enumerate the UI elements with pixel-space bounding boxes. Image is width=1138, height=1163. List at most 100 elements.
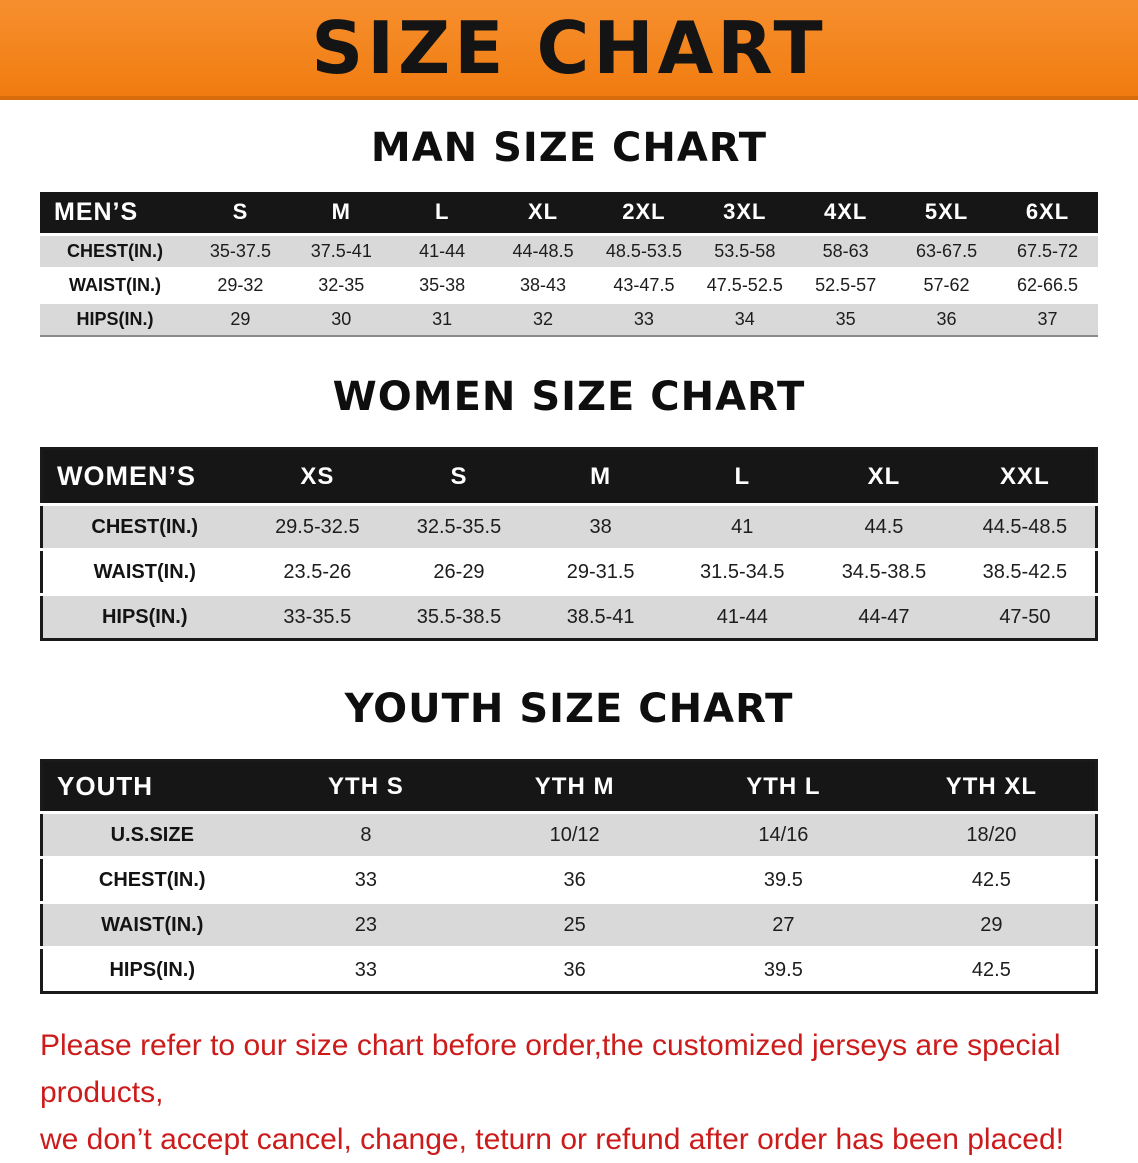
- value-cell: 39.5: [763, 958, 803, 981]
- value-cell: 41-44: [716, 605, 768, 628]
- size-chart-content: MAN SIZE CHART MEN’S S M L XL 2XL 3XL 4XL 5XL 6XL…: [0, 124, 1138, 1163]
- size-header-cell: M: [331, 199, 351, 225]
- row-label: CHEST(IN.): [98, 868, 206, 891]
- value-cell: 23.5-26: [283, 560, 352, 583]
- value-cell: 33-35.5: [283, 605, 352, 628]
- value-cell: 63-67.5: [916, 240, 978, 261]
- women-size-table: WOMEN’S XS S M L XL XXL CHEST(IN.) 29.5-32.5 32.…: [40, 447, 1098, 641]
- value-cell: 44-48.5: [512, 240, 574, 261]
- value-cell: 29: [980, 913, 1003, 936]
- value-cell: 36: [563, 868, 586, 891]
- value-cell: 29.5-32.5: [275, 515, 360, 538]
- value-cell: 32.5-35.5: [416, 515, 502, 538]
- women-size-chart-heading: WOMEN SIZE CHART: [332, 374, 806, 420]
- value-cell: 29-32: [217, 274, 264, 295]
- value-cell: 37: [1037, 308, 1058, 329]
- value-cell: 39.5: [763, 868, 803, 891]
- measurement-row: CHEST(IN.) 35-37.5 37.5-41 41-44 44-48.5 48.5…: [40, 234, 1098, 268]
- size-chart-banner: SIZE CHART: [0, 0, 1138, 100]
- value-cell: 67.5-72: [1016, 240, 1079, 261]
- value-cell: 41-44: [419, 240, 466, 261]
- value-cell: 29: [230, 308, 251, 329]
- value-cell: 36: [563, 958, 586, 981]
- value-cell: 35: [835, 308, 856, 329]
- value-cell: 58-63: [822, 240, 869, 261]
- measurement-row: U.S.SIZE 8 10/12 14/16 18/20: [41, 812, 1097, 858]
- value-cell: 36: [936, 308, 957, 329]
- size-header-cell: M: [590, 462, 612, 490]
- value-cell: 18/20: [966, 823, 1017, 846]
- value-cell: 35.5-38.5: [416, 605, 502, 628]
- row-label: WAIST(IN.): [69, 274, 161, 295]
- size-header-cell: 6XL: [1025, 199, 1070, 225]
- value-cell: 30: [331, 308, 352, 329]
- value-cell: 26-29: [433, 560, 485, 583]
- value-cell: 57-62: [923, 274, 970, 295]
- men-table-body: CHEST(IN.) 35-37.5 37.5-41 41-44 44-48.5 48.5…: [40, 234, 1098, 336]
- disclaimer-line-1: Please refer to our size chart before or…: [40, 1029, 1061, 1109]
- value-cell: 52.5-57: [815, 274, 877, 295]
- value-cell: 32-35: [318, 274, 365, 295]
- size-header-cell: YTH L: [746, 772, 821, 800]
- value-cell: 33: [354, 868, 377, 891]
- value-cell: 38.5-42.5: [982, 560, 1068, 583]
- row-label: HIPS(IN.): [76, 308, 154, 329]
- measurement-row: HIPS(IN.) 33-35.5 35.5-38.5 38.5-41 41-44 44-…: [41, 594, 1097, 640]
- value-cell: 38: [589, 515, 612, 538]
- size-header-cell: 4XL: [824, 199, 868, 225]
- value-cell: 44.5-48.5: [982, 515, 1068, 538]
- size-header-cell: XL: [528, 199, 559, 225]
- size-header-cell: XL: [867, 462, 901, 490]
- row-label: WAIST(IN.): [101, 913, 204, 936]
- measurement-row: WAIST(IN.) 29-32 32-35 35-38 38-43 43-47.5 47.…: [40, 268, 1098, 302]
- value-cell: 23: [354, 913, 377, 936]
- women-header-row: WOMEN’S XS S M L XL XXL: [41, 448, 1097, 505]
- table-title-cell: MEN’S: [54, 197, 139, 226]
- value-cell: 47.5-52.5: [706, 274, 783, 295]
- value-cell: 31.5-34.5: [700, 560, 785, 583]
- size-header-cell: XS: [300, 462, 335, 490]
- value-cell: 38.5-41: [566, 605, 635, 628]
- value-cell: 42.5: [971, 958, 1011, 981]
- measurement-row: CHEST(IN.) 29.5-32.5 32.5-35.5 38 41 44.5 44.5…: [41, 504, 1097, 550]
- size-header-cell: L: [434, 199, 450, 225]
- size-header-cell: XXL: [1000, 462, 1050, 490]
- measurement-row: HIPS(IN.) 33 36 39.5 42.5: [41, 947, 1097, 993]
- value-cell: 25: [563, 913, 586, 936]
- row-label: HIPS(IN.): [101, 605, 188, 628]
- men-header-row: MEN’S S M L XL 2XL 3XL 4XL 5XL 6XL: [40, 192, 1098, 234]
- value-cell: 27: [772, 913, 795, 936]
- size-chart-title: SIZE CHART: [311, 6, 827, 90]
- man-size-chart-heading: MAN SIZE CHART: [370, 125, 768, 171]
- value-cell: 10/12: [549, 823, 600, 846]
- value-cell: 42.5: [971, 868, 1011, 891]
- value-cell: 44-47: [858, 605, 910, 628]
- size-header-cell: 5XL: [924, 199, 969, 225]
- measurement-row: WAIST(IN.) 23.5-26 26-29 29-31.5 31.5-34.5 34…: [41, 549, 1097, 595]
- men-size-table: MEN’S S M L XL 2XL 3XL 4XL 5XL 6XL CHEST(IN.) 35-3…: [40, 192, 1098, 337]
- measurement-row: WAIST(IN.) 23 25 27 29: [41, 902, 1097, 948]
- value-cell: 62-66.5: [1016, 274, 1079, 295]
- table-title-cell: WOMEN’S: [57, 461, 196, 491]
- row-label: WAIST(IN.): [93, 560, 196, 583]
- youth-size-chart-heading: YOUTH SIZE CHART: [344, 686, 794, 732]
- value-cell: 38-43: [520, 274, 567, 295]
- women-table-body: CHEST(IN.) 29.5-32.5 32.5-35.5 38 41 44.5 44.5…: [41, 504, 1097, 640]
- value-cell: 34.5-38.5: [841, 560, 927, 583]
- measurement-row: CHEST(IN.) 33 36 39.5 42.5: [41, 857, 1097, 903]
- size-header-cell: S: [450, 462, 468, 490]
- value-cell: 41: [731, 515, 754, 538]
- value-cell: 37.5-41: [310, 240, 372, 261]
- value-cell: 35-37.5: [209, 240, 271, 261]
- value-cell: 33: [633, 308, 654, 329]
- disclaimer-line-2: we don’t accept cancel, change, teturn o…: [40, 1123, 1064, 1156]
- value-cell: 53.5-58: [714, 240, 776, 261]
- size-header-cell: L: [734, 462, 751, 490]
- row-label: U.S.SIZE: [110, 823, 194, 846]
- disclaimer-notice: Please refer to our size chart before or…: [40, 1022, 1138, 1163]
- size-header-cell: YTH M: [534, 772, 615, 800]
- value-cell: 43-47.5: [613, 274, 675, 295]
- row-label: CHEST(IN.): [91, 515, 199, 538]
- value-cell: 35-38: [419, 274, 466, 295]
- value-cell: 14/16: [758, 823, 809, 846]
